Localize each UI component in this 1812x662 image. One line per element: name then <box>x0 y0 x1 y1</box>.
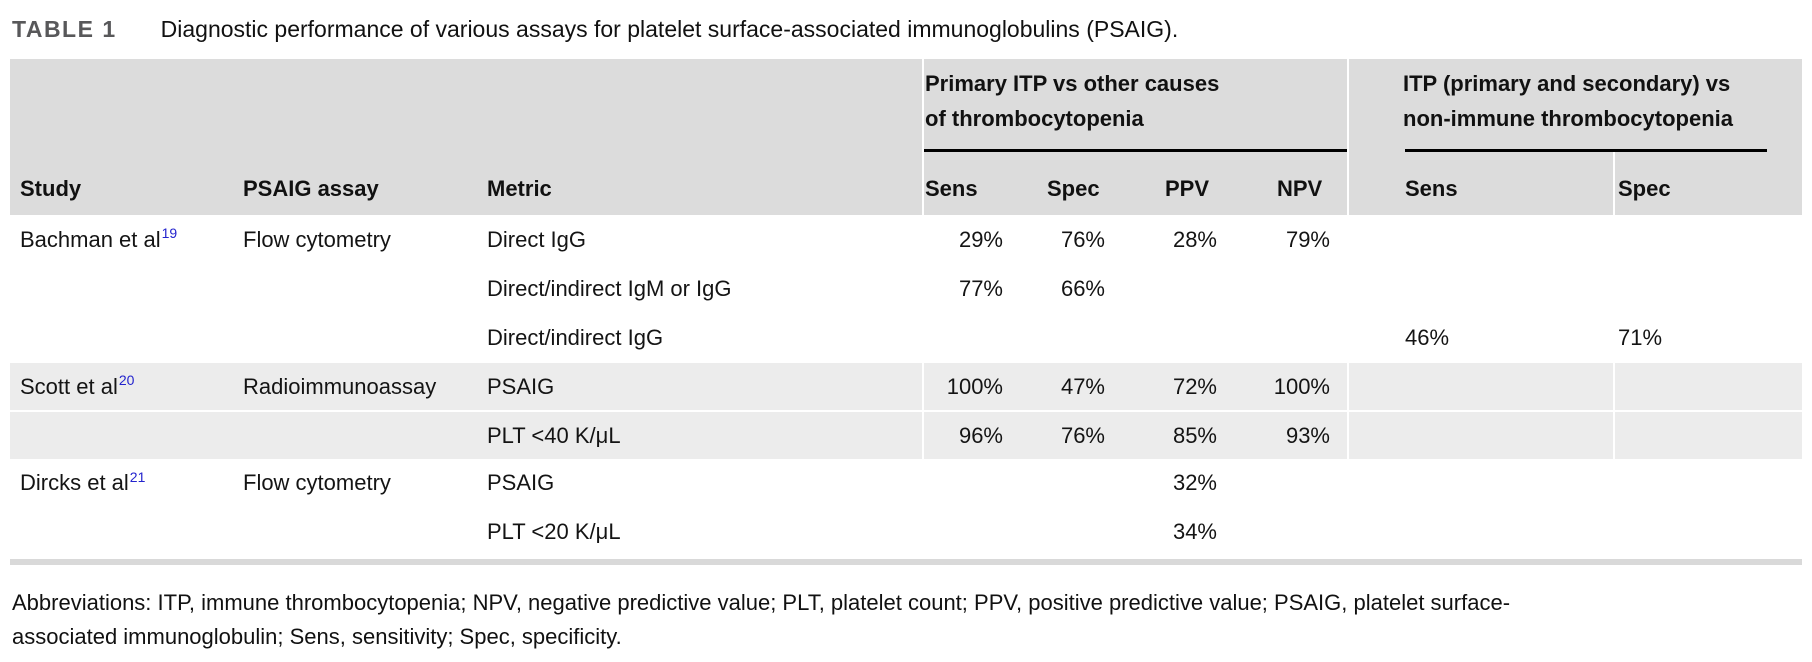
cell-metric: PLT <40 K/μL <box>477 410 922 459</box>
cell-spec-primary: 47% <box>1037 363 1155 410</box>
cell-study <box>10 410 233 459</box>
cell-spec-itp <box>1613 363 1802 410</box>
cell-spec-itp <box>1613 410 1802 459</box>
cell-ppv: 28% <box>1172 226 1217 252</box>
cell-sens-primary: 96% <box>922 410 1037 459</box>
cell-metric: Direct/indirect IgM or IgG <box>487 275 732 301</box>
cell-metric: Direct IgG <box>487 226 587 252</box>
cell-nppv: 100% <box>1267 363 1347 410</box>
cell-assay <box>233 313 477 363</box>
col-header-study: Study <box>10 152 233 215</box>
footnote-line: Abbreviations: ITP, immune thrombocytope… <box>12 590 1511 615</box>
cell-sens-primary <box>922 459 1037 507</box>
table-caption: Diagnostic performance of various assays… <box>160 16 1179 42</box>
data-table: Primary ITP vs other causes of thrombocy… <box>10 59 1802 557</box>
study-name: Scott et al20 <box>20 372 135 400</box>
study-text: Bachman et al <box>20 226 161 252</box>
citation-ref-link[interactable]: 19 <box>161 225 178 242</box>
cell-metric: PSAIG <box>477 363 922 410</box>
cell-spec-itp <box>1613 459 1802 507</box>
col-header-spec-primary: Spec <box>1037 152 1155 215</box>
col-header-sens-primary: Sens <box>922 152 1037 215</box>
group-header-itp-vs-nonimmune: ITP (primary and secondary) vs non-immun… <box>1347 59 1802 152</box>
cell-spec-primary <box>1037 459 1155 507</box>
group-header-line: Primary ITP vs other causes <box>925 71 1220 96</box>
cell-assay <box>233 410 477 459</box>
cell-study <box>10 313 233 363</box>
cell-spec-primary: 76% <box>1060 226 1105 252</box>
cell-ppv: 85% <box>1155 410 1267 459</box>
cell-ppv: 34% <box>1172 519 1217 544</box>
cell-ppv <box>1155 313 1267 363</box>
cell-npv <box>1267 264 1347 313</box>
cell-sens-itp <box>1347 459 1613 507</box>
cell-assay: Radioimmunoassay <box>233 363 477 410</box>
cell-sens-itp <box>1347 215 1613 264</box>
cell-assay: Flow cytometry <box>243 226 391 252</box>
cell-spec-primary <box>1037 507 1155 557</box>
cell-sens-itp <box>1347 507 1613 557</box>
cell-spec-itp <box>1613 215 1802 264</box>
group-header-spacer <box>10 59 922 152</box>
cell-sens-primary: 100% <box>922 363 1037 410</box>
cell-study <box>10 264 233 313</box>
col-header-spec-itp: Spec <box>1613 152 1802 215</box>
cell-sens-itp <box>1347 363 1613 410</box>
cell-sens-primary <box>922 313 1037 363</box>
cell-sens-primary <box>922 507 1037 557</box>
group-header-primary-itp: Primary ITP vs other causes of thrombocy… <box>922 59 1347 152</box>
cell-assay <box>233 507 477 557</box>
abbreviations-footnote: Abbreviations: ITP, immune thrombocytope… <box>12 586 1812 654</box>
cell-spec-primary: 66% <box>1060 275 1105 301</box>
cell-spec-itp: 71% <box>1613 313 1802 363</box>
cell-study: Scott et al20 <box>10 363 233 410</box>
table-bottom-rule <box>10 559 1802 565</box>
cell-sens-primary: 29% <box>922 215 1037 264</box>
cell-sens-itp <box>1347 264 1613 313</box>
group-header-line: ITP (primary and secondary) vs <box>1403 71 1731 96</box>
col-header-ppv: PPV <box>1155 152 1267 215</box>
study-name: Bachman et al19 <box>20 225 178 253</box>
group-header-line: of thrombocytopenia <box>925 106 1144 131</box>
cell-npv: 79% <box>1285 226 1330 252</box>
study-name: Dircks et al21 <box>20 470 145 496</box>
cell-sens-itp <box>1347 410 1613 459</box>
cell-assay <box>233 264 477 313</box>
cell-npv <box>1267 459 1347 507</box>
cell-spec-primary <box>1037 313 1155 363</box>
cell-npv: 93% <box>1267 410 1347 459</box>
cell-assay: Flow cytometry <box>243 470 391 495</box>
cell-sens-itp: 46% <box>1347 313 1613 363</box>
table-label: TABLE 1 <box>12 16 117 42</box>
cell-npv <box>1267 507 1347 557</box>
cell-study: Bachman et al19 <box>10 215 233 264</box>
table-caption-row: TABLE 1 Diagnostic performance of variou… <box>12 16 1812 43</box>
cell-spec-itp <box>1613 507 1802 557</box>
study-text: Dircks et al <box>20 470 129 495</box>
cell-metric: Direct/indirect IgG <box>487 325 664 350</box>
citation-ref-link[interactable]: 20 <box>118 372 135 389</box>
footnote-line: associated immunoglobulin; Sens, sensiti… <box>12 624 622 649</box>
group-header-line: non-immune thrombocytopenia <box>1403 106 1733 131</box>
cell-spec-primary: 76% <box>1037 410 1155 459</box>
cell-spec-itp <box>1613 264 1802 313</box>
cell-study <box>10 507 233 557</box>
col-header-sens-itp: Sens <box>1347 152 1613 215</box>
cell-ppv: 72% <box>1155 363 1267 410</box>
cell-sens-primary: 77% <box>922 264 1037 313</box>
col-header-npv: NPV <box>1267 152 1347 215</box>
cell-study: Dircks et al21 <box>10 459 233 507</box>
cell-npv <box>1267 313 1347 363</box>
cell-ppv: 32% <box>1172 470 1217 495</box>
citation-ref-link[interactable]: 21 <box>129 468 146 485</box>
col-header-metric: Metric <box>477 152 922 215</box>
col-header-psaig-assay: PSAIG assay <box>233 152 477 215</box>
cell-metric: PLT <20 K/μL <box>487 519 621 544</box>
cell-ppv <box>1155 264 1267 313</box>
cell-metric: PSAIG <box>487 470 555 495</box>
study-text: Scott et al <box>20 373 118 399</box>
